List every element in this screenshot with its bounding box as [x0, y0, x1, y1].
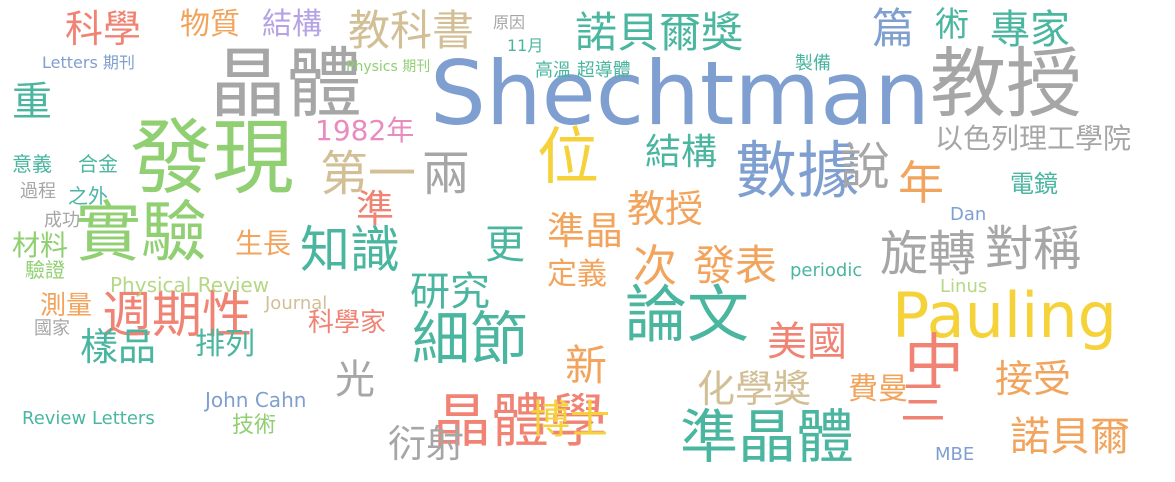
cloud-word-27: 術	[935, 5, 969, 45]
cloud-word-8: Pauling	[892, 279, 1117, 352]
cloud-word-78: 原因	[493, 13, 526, 32]
cloud-word-7: 論文	[625, 278, 750, 351]
cloud-word-77: 11月	[507, 36, 544, 55]
cloud-word-9: 位	[537, 120, 600, 193]
cloud-word-3: 發現	[130, 111, 295, 206]
cloud-word-49: 三	[900, 376, 946, 430]
cloud-word-4: 實驗	[75, 194, 207, 271]
cloud-word-19: 年	[898, 156, 944, 210]
cloud-word-53: 準晶	[547, 209, 624, 253]
cloud-word-72: Dan	[950, 204, 987, 225]
cloud-word-10: 準晶體	[680, 403, 855, 471]
cloud-word-20: 旋轉	[880, 226, 977, 282]
cloud-word-48: 諾貝爾	[1010, 414, 1130, 460]
cloud-word-45: 美國	[767, 319, 847, 365]
cloud-word-73: Review Letters	[22, 408, 155, 429]
cloud-word-1: 教授	[930, 39, 1082, 128]
cloud-word-11: 晶體學	[433, 387, 608, 455]
cloud-word-28: 專家	[990, 7, 1070, 53]
cloud-word-34: 材料	[12, 229, 69, 262]
cloud-word-71: MBE	[935, 444, 975, 465]
cloud-word-79: 製備	[795, 53, 831, 74]
cloud-word-33: 成功	[44, 210, 80, 231]
cloud-word-17: 第一	[320, 146, 417, 202]
cloud-word-18: 兩	[422, 146, 471, 202]
cloud-word-55: 次	[633, 241, 677, 292]
cloud-word-66: Physical Review	[110, 273, 270, 297]
cloud-word-24: 結構	[262, 7, 322, 42]
cloud-word-31: 合金	[78, 152, 118, 176]
cloud-word-51: 研究	[410, 269, 490, 315]
cloud-word-64: 準	[356, 187, 395, 231]
cloud-word-25: 教科書	[348, 6, 475, 55]
cloud-word-36: 樣品	[80, 325, 157, 369]
cloud-word-65: 科學家	[308, 308, 387, 338]
cloud-word-70: Linus	[940, 276, 988, 297]
cloud-word-44: 化學獎	[697, 367, 812, 411]
cloud-word-52: 更	[485, 222, 525, 268]
cloud-word-76: 高溫 超導體	[535, 60, 631, 81]
cloud-word-60: 電鏡	[1010, 170, 1058, 198]
cloud-word-68: Journal	[265, 293, 328, 314]
cloud-word-12: 中	[904, 328, 964, 398]
cloud-word-35: 驗證	[25, 258, 65, 282]
cloud-word-62: 生長	[235, 227, 292, 260]
cloud-word-47: 接受	[995, 357, 1072, 401]
cloud-word-29: 重	[12, 79, 52, 125]
cloud-word-16: 諾貝爾獎	[575, 8, 744, 57]
cloud-word-0: Shechtman	[430, 42, 930, 145]
cloud-word-21: 對稱	[985, 221, 1082, 277]
cloud-word-59: 以色列理工學院	[935, 122, 1132, 155]
cloud-word-41: 光	[335, 357, 375, 403]
cloud-word-2: 晶體	[210, 39, 362, 128]
cloud-word-23: 物質	[180, 7, 240, 42]
cloud-word-15: 知識	[300, 221, 400, 279]
cloud-word-54: 定義	[547, 257, 607, 292]
cloud-word-26: 篇	[872, 4, 915, 53]
cloud-word-30: 意義	[12, 152, 52, 176]
cloud-word-75: Physics 期刊	[346, 59, 431, 75]
cloud-word-67: John Cahn	[205, 388, 307, 412]
cloud-word-69: periodic	[790, 260, 863, 281]
cloud-word-6: 說	[840, 138, 890, 196]
cloud-word-57: 教授	[627, 187, 704, 231]
cloud-word-37: 排列	[195, 327, 255, 362]
cloud-word-22: 科學	[65, 7, 142, 51]
cloud-word-40: 國家	[34, 318, 70, 339]
cloud-word-50: 新	[565, 341, 608, 390]
cloud-word-46: 費曼	[848, 372, 908, 407]
cloud-word-61: 1982年	[315, 114, 415, 147]
cloud-word-63: 之外	[68, 184, 108, 208]
cloud-word-42: 衍射	[388, 422, 465, 466]
cloud-word-32: 過程	[20, 181, 56, 202]
cloud-word-14: 細節	[412, 305, 529, 373]
cloud-word-38: 技術	[232, 413, 277, 438]
cloud-word-5: 數據	[735, 134, 860, 207]
cloud-word-74: Letters 期刊	[42, 53, 135, 72]
cloud-word-58: 結構	[645, 132, 718, 173]
cloud-word-39: 測量	[40, 291, 93, 321]
cloud-word-56: 發表	[693, 241, 778, 290]
cloud-word-13: 週期性	[102, 286, 252, 344]
cloud-word-43: 博士	[530, 397, 610, 443]
